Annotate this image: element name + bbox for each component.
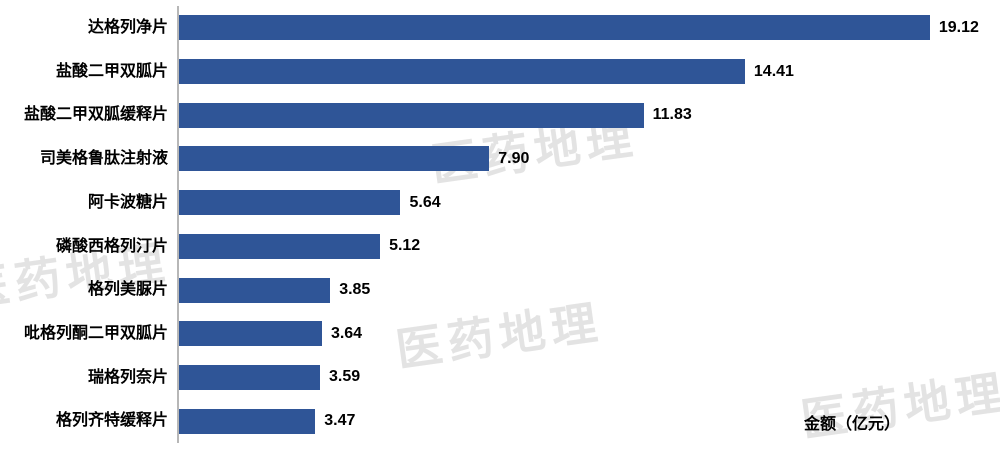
plot-area: 3.85 — [177, 268, 988, 312]
value-label: 19.12 — [938, 18, 979, 36]
chart-row: 格列美脲片 3.85 — [0, 268, 988, 312]
value-label: 14.41 — [753, 62, 794, 80]
value-label: 3.85 — [339, 281, 371, 299]
value-label: 3.64 — [330, 324, 363, 342]
bar — [179, 364, 320, 390]
bar — [179, 146, 490, 172]
category-label: 司美格鲁肽注射液 — [39, 150, 168, 168]
plot-area: 3.59 — [177, 355, 988, 400]
bar — [179, 408, 316, 434]
chart-row: 盐酸二甲双胍片 14.41 — [0, 49, 988, 94]
category-label: 格列齐特缓释片 — [55, 412, 168, 430]
value-label: 3.47 — [324, 412, 356, 430]
plot-area: 3.64 — [177, 311, 988, 356]
plot-area: 7.90 — [177, 137, 988, 181]
bar — [179, 233, 381, 259]
plot-area: 5.12 — [177, 224, 988, 269]
category-label: 瑞格列奈片 — [87, 368, 168, 386]
value-label: 5.12 — [389, 237, 421, 255]
category-label: 格列美脲片 — [87, 281, 168, 299]
value-label: 3.59 — [328, 368, 361, 386]
bar — [179, 15, 930, 41]
value-label: 7.90 — [498, 149, 530, 167]
value-label: 11.83 — [652, 106, 692, 124]
chart-row: 格列齐特缓释片 3.47 — [0, 399, 988, 444]
category-label: 达格列净片 — [87, 19, 168, 37]
bar — [179, 59, 745, 85]
chart-row: 吡格列酮二甲双胍片 3.64 — [0, 311, 988, 356]
bar — [179, 102, 644, 128]
category-label: 磷酸西格列汀片 — [55, 237, 168, 255]
chart-rows: 达格列净片 19.12 盐酸二甲双胍片 14.41 盐酸二甲双胍缓释片 11.83 司美格鲁… — [0, 6, 988, 444]
plot-area: 11.83 — [177, 93, 988, 138]
chart-row: 磷酸西格列汀片 5.12 — [0, 224, 988, 269]
category-label: 盐酸二甲双胍缓释片 — [23, 106, 168, 124]
plot-area: 14.41 — [177, 49, 988, 94]
plot-area: 19.12 — [177, 6, 988, 50]
category-label: 盐酸二甲双胍片 — [55, 62, 168, 80]
plot-area: 3.47 — [177, 399, 988, 444]
category-label: 阿卡波糖片 — [87, 193, 168, 211]
category-label: 吡格列酮二甲双胍片 — [23, 324, 168, 342]
value-label: 5.64 — [409, 193, 441, 211]
chart-row: 阿卡波糖片 5.64 — [0, 180, 988, 225]
bar — [179, 190, 401, 216]
bar — [179, 321, 322, 347]
chart-row: 达格列净片 19.12 — [0, 6, 988, 50]
chart-row: 盐酸二甲双胍缓释片 11.83 — [0, 93, 988, 138]
axis-unit-label: 金额（亿元） — [803, 416, 900, 433]
bar — [179, 277, 331, 303]
chart-row: 司美格鲁肽注射液 7.90 — [0, 137, 988, 181]
plot-area: 5.64 — [177, 180, 988, 225]
chart-row: 瑞格列奈片 3.59 — [0, 355, 988, 400]
